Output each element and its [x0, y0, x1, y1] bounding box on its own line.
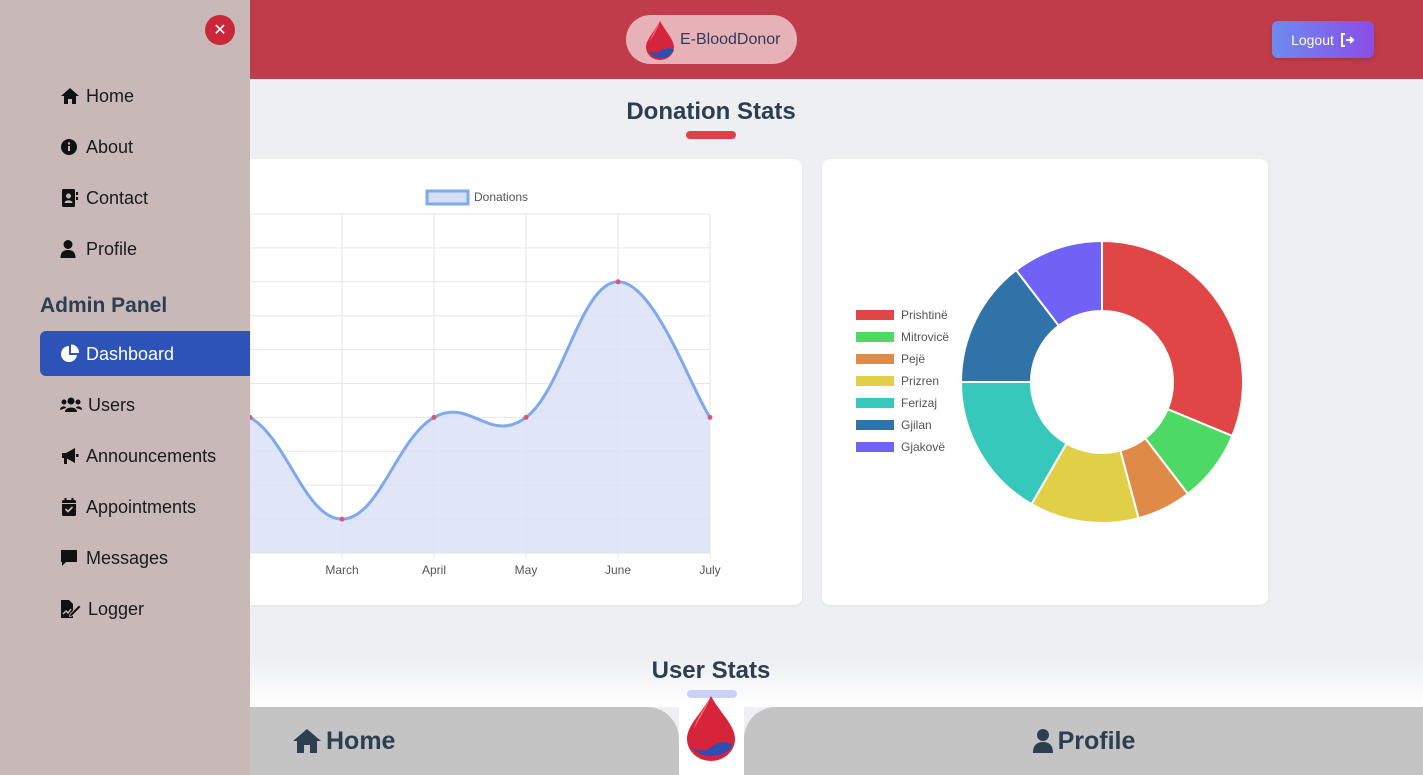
logout-icon [1340, 32, 1355, 47]
legend-swatch-donations [425, 189, 470, 206]
legend-swatch [856, 332, 894, 342]
legend-label: Mitrovicë [901, 330, 949, 344]
blood-drop-logo-icon [646, 20, 674, 60]
close-sidebar-button[interactable]: ✕ [205, 15, 235, 45]
pie-chart-icon [61, 344, 80, 362]
edit-document-icon [61, 600, 82, 618]
x-tick-label: May [515, 563, 538, 577]
sidebar: ✕ Home About Contact Profile Admin Panel… [0, 0, 250, 775]
city-donut-chart: Prishtinë Mitrovicë Pejë Prizren Ferizaj Gjil… [856, 239, 1244, 524]
home-icon [61, 88, 79, 104]
user-title-underline [687, 690, 737, 698]
message-icon [61, 550, 77, 566]
logout-label: Logout [1291, 31, 1334, 48]
legend-swatch [856, 354, 894, 364]
close-icon: ✕ [213, 22, 227, 39]
line-chart-card: March April May June July Donations [155, 159, 802, 605]
contact-book-icon [62, 189, 78, 207]
legend-label: Prizren [901, 374, 939, 388]
legend-swatch [856, 420, 894, 430]
sidebar-item-appointments[interactable]: Appointments [60, 487, 196, 527]
sidebar-item-label: Appointments [86, 496, 197, 517]
x-tick-label: March [325, 563, 358, 577]
logout-button[interactable]: Logout [1272, 21, 1374, 58]
calendar-check-icon [62, 498, 76, 516]
legend-swatch [856, 376, 894, 386]
user-icon [60, 240, 76, 258]
legend-label-donations: Donations [474, 190, 528, 204]
donation-stats-title: Donation Stats [626, 98, 796, 125]
data-point [707, 414, 713, 420]
legend-swatch [856, 398, 894, 408]
admin-panel-title: Admin Panel [40, 294, 168, 317]
sidebar-item-contact[interactable]: Contact [60, 178, 148, 218]
sidebar-item-dashboard[interactable]: Dashboard [60, 334, 174, 374]
info-icon [61, 139, 77, 155]
sidebar-item-label: About [86, 136, 134, 157]
donation-title-underline [686, 131, 736, 139]
sidebar-item-profile[interactable]: Profile [60, 229, 137, 269]
brand-logo-link[interactable]: E-BloodDonor [626, 15, 797, 64]
legend-swatch [856, 442, 894, 452]
bottom-nav-profile-label: Profile [1057, 726, 1136, 755]
data-point [615, 279, 621, 285]
sidebar-item-about[interactable]: About [60, 127, 133, 167]
donations-line-chart: March April May June July Donations [155, 189, 721, 577]
sidebar-item-label: Home [86, 85, 135, 106]
donut-slice [1014, 239, 1103, 328]
bottom-nav-logo[interactable] [685, 695, 737, 766]
sidebar-item-announcements[interactable]: Announcements [60, 436, 216, 476]
sidebar-item-label: Dashboard [86, 343, 175, 364]
user-icon [1032, 729, 1053, 753]
bottom-nav-profile[interactable]: Profile [744, 707, 1423, 775]
brand-name: E-BloodDonor [680, 30, 781, 48]
legend-label: Prishtinë [901, 308, 948, 322]
legend-label: Ferizaj [901, 396, 937, 410]
sidebar-item-label: Contact [86, 187, 149, 208]
data-point [431, 414, 437, 420]
user-stats-title: User Stats [651, 657, 771, 684]
data-point [523, 414, 529, 420]
donut-slice [1101, 239, 1244, 438]
sidebar-item-logger[interactable]: Logger [60, 589, 144, 629]
sidebar-item-home[interactable]: Home [60, 76, 134, 116]
x-tick-label: June [605, 563, 631, 577]
sidebar-item-label: Logger [88, 598, 145, 619]
user-stats-fade [250, 660, 1423, 707]
sidebar-item-label: Users [88, 394, 136, 415]
bottom-nav-home[interactable]: Home [250, 707, 679, 775]
users-icon [60, 397, 82, 412]
blood-drop-logo-icon [687, 696, 735, 761]
sidebar-item-messages[interactable]: Messages [60, 538, 168, 578]
data-point [339, 516, 345, 522]
sidebar-item-label: Announcements [86, 445, 217, 466]
legend-label: Gjilan [901, 418, 932, 432]
sidebar-item-label: Profile [86, 238, 138, 259]
x-tick-label: April [422, 563, 446, 577]
x-tick-label: July [699, 563, 720, 577]
bottom-nav-home-label: Home [326, 726, 396, 755]
sidebar-item-users[interactable]: Users [60, 385, 135, 425]
legend-label: Pejë [901, 352, 925, 366]
sidebar-item-label: Messages [86, 547, 169, 568]
sidebar-item-dashboard-highlight [40, 331, 250, 376]
home-icon [293, 729, 321, 753]
megaphone-icon [62, 448, 79, 464]
legend-label: Gjakovë [901, 440, 945, 454]
donut-chart-card: Prishtinë Mitrovicë Pejë Prizren Ferizaj Gjil… [822, 159, 1268, 605]
legend-swatch [856, 310, 894, 320]
